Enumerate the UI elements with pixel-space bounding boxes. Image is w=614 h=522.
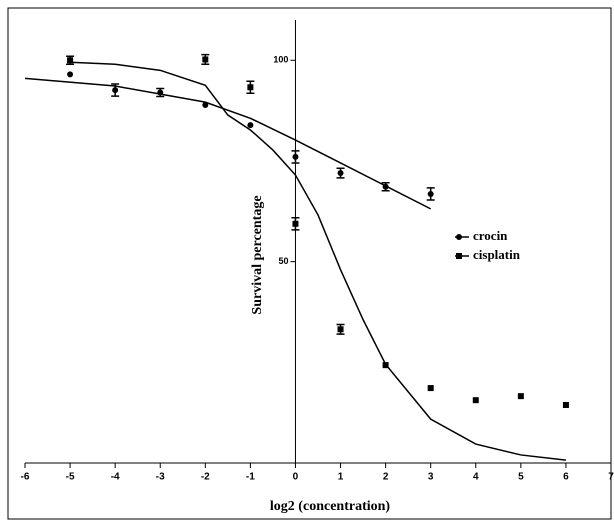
legend-marker xyxy=(456,253,462,259)
x-tick-label: 3 xyxy=(428,472,434,483)
x-tick-label: -3 xyxy=(156,472,165,483)
point xyxy=(292,220,299,227)
x-tick-label: -6 xyxy=(21,472,30,483)
point xyxy=(382,183,389,190)
y-tick-label: 50 xyxy=(278,256,288,266)
point xyxy=(112,87,119,94)
point xyxy=(517,393,524,400)
point xyxy=(427,190,434,197)
x-axis-label: log2 (concentration) xyxy=(270,499,390,514)
x-tick-label: 7 xyxy=(608,472,614,483)
point xyxy=(157,89,164,96)
point xyxy=(562,402,569,409)
frame xyxy=(7,7,612,520)
x-tick-label: 6 xyxy=(563,472,569,483)
fit-curve xyxy=(70,61,567,461)
x-tick-label: 4 xyxy=(473,472,479,483)
x-tick-label: 2 xyxy=(383,472,389,483)
point xyxy=(337,326,344,333)
point xyxy=(247,84,254,91)
point xyxy=(67,57,74,64)
x-tick-label: -4 xyxy=(111,472,120,483)
point xyxy=(472,397,479,404)
x-tick-label: 0 xyxy=(293,472,299,483)
y-axis-label: Survival percentage xyxy=(250,195,265,314)
legend-label: crocin xyxy=(473,228,508,243)
x-tick-label: -2 xyxy=(201,472,210,483)
point xyxy=(337,170,344,177)
x-tick-label: 1 xyxy=(338,472,344,483)
point xyxy=(67,71,74,78)
y-tick-label: 100 xyxy=(273,55,288,65)
point xyxy=(202,56,209,63)
fit-curve xyxy=(24,77,432,210)
x-tick-label: -1 xyxy=(246,472,255,483)
x-tick-label: -5 xyxy=(66,472,75,483)
point xyxy=(382,362,389,369)
legend-label: cisplatin xyxy=(473,247,521,262)
point xyxy=(292,153,299,160)
legend-marker xyxy=(456,234,462,240)
point xyxy=(247,122,254,129)
point xyxy=(202,101,209,108)
x-tick-label: 5 xyxy=(518,472,524,483)
point xyxy=(427,385,434,392)
